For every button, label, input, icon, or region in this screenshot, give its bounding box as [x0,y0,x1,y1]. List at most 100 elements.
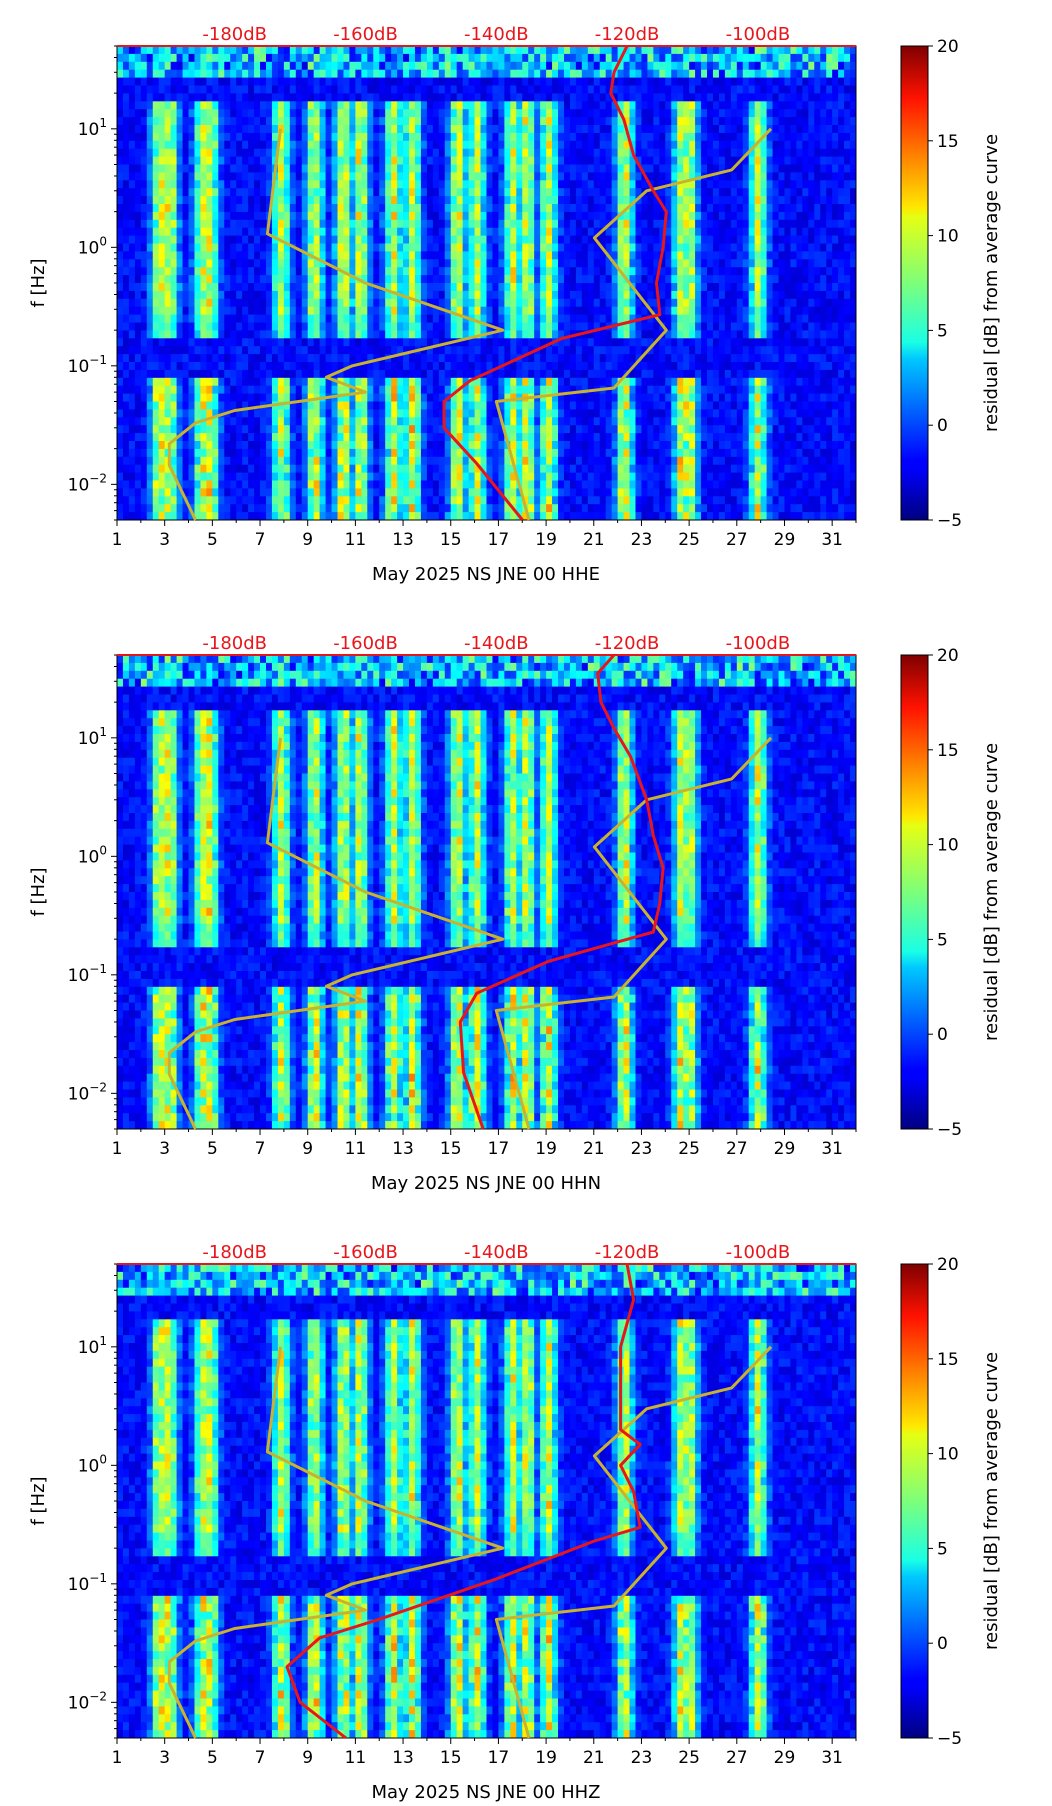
heatmap-cell [158,188,166,197]
heatmap-cell [516,409,523,418]
heatmap-cell [534,46,541,55]
heatmap-cell [254,53,261,63]
heatmap-cell [164,267,172,276]
heatmap-cell [409,125,416,134]
heatmap-cell [218,85,225,94]
heatmap-cell [468,401,476,410]
heatmap-cell [456,259,464,268]
heatmap-cell [164,140,172,150]
heatmap-cell [230,472,237,482]
heatmap-cell [432,93,440,102]
heatmap-cell [122,172,130,181]
heatmap-cell [331,346,339,355]
heatmap-cell [128,109,136,118]
heatmap-cell [260,298,267,308]
heatmap-cell [379,188,386,197]
heatmap-cell [540,377,547,387]
heatmap-cell [301,188,309,197]
heatmap-cell [361,496,368,505]
heatmap-cell [373,156,380,166]
heatmap-cell [432,290,440,300]
heatmap-cell [385,69,392,79]
heatmap-cell [265,314,273,324]
heatmap-cell [307,69,315,79]
heatmap-cell [289,69,297,79]
heatmap-cell [194,69,202,79]
heatmap-cell [593,148,601,158]
heatmap-cell [522,117,529,126]
heatmap-cell [587,235,595,245]
heatmap-cell [361,472,368,482]
heatmap-cell [134,156,142,166]
heatmap-cell [420,314,428,324]
heatmap-cell [212,243,219,252]
heatmap-cell [409,180,416,189]
heatmap-cell [486,346,494,355]
heatmap-cell [349,211,356,221]
heatmap-cell [558,140,565,150]
heatmap-cell [516,267,523,276]
heatmap-cell [492,172,500,181]
heatmap-cell [260,472,267,482]
heatmap-cell [325,448,333,458]
heatmap-cell [558,53,565,63]
heatmap-cell [426,283,434,292]
heatmap-cell [343,172,351,181]
heatmap-cell [254,148,261,158]
heatmap-cell [200,109,207,118]
heatmap-cell [420,172,428,181]
heatmap-cell [397,504,404,513]
heatmap-cell [307,235,315,245]
heatmap-cell [265,109,273,118]
heatmap-cell [117,401,124,410]
heatmap-cell [242,77,249,87]
heatmap-cell [242,109,249,118]
heatmap-cell [522,125,529,134]
heatmap-cell [516,290,523,300]
heatmap-cell [349,140,356,150]
heatmap-cell [563,188,571,197]
heatmap-cell [528,235,535,245]
heatmap-cell [474,196,482,205]
heatmap-cell [510,512,517,520]
heatmap-cell [373,298,380,308]
heatmap-cell [414,488,422,497]
heatmap-cell [319,441,327,450]
heatmap-cell [552,267,559,276]
heatmap-cell [170,298,178,308]
heatmap-cell [343,259,351,268]
heatmap-cell [480,227,488,237]
heatmap-cell [587,132,595,142]
heatmap-cell [450,93,458,102]
heatmap-cell [146,267,154,276]
heatmap-cell [188,61,196,71]
heatmap-cell [534,425,541,434]
heatmap-cell [236,251,243,260]
heatmap-cell [170,322,178,331]
heatmap-cell [540,322,547,331]
heatmap-cell [248,464,255,474]
heatmap-cell [599,354,607,363]
heatmap-cell [128,362,136,371]
heatmap-cell [307,148,315,158]
heatmap-cell [397,211,404,221]
heatmap-cell [480,456,488,466]
heatmap-cell [188,409,196,418]
heatmap-cell [414,109,422,118]
heatmap-cell [468,251,476,260]
heatmap-cell [319,377,327,387]
heatmap-cell [224,53,231,63]
heatmap-cell [420,69,428,79]
heatmap-cell [420,132,428,142]
heatmap-cell [188,172,196,181]
heatmap-cell [140,164,148,173]
heatmap-cell [331,53,339,63]
heatmap-cell [569,488,577,497]
heatmap-cell [468,275,476,284]
heatmap-cell [540,283,547,292]
heatmap-cell [319,211,327,221]
heatmap-cell [432,314,440,324]
heatmap-cell [248,488,255,497]
heatmap-cell [164,69,172,79]
